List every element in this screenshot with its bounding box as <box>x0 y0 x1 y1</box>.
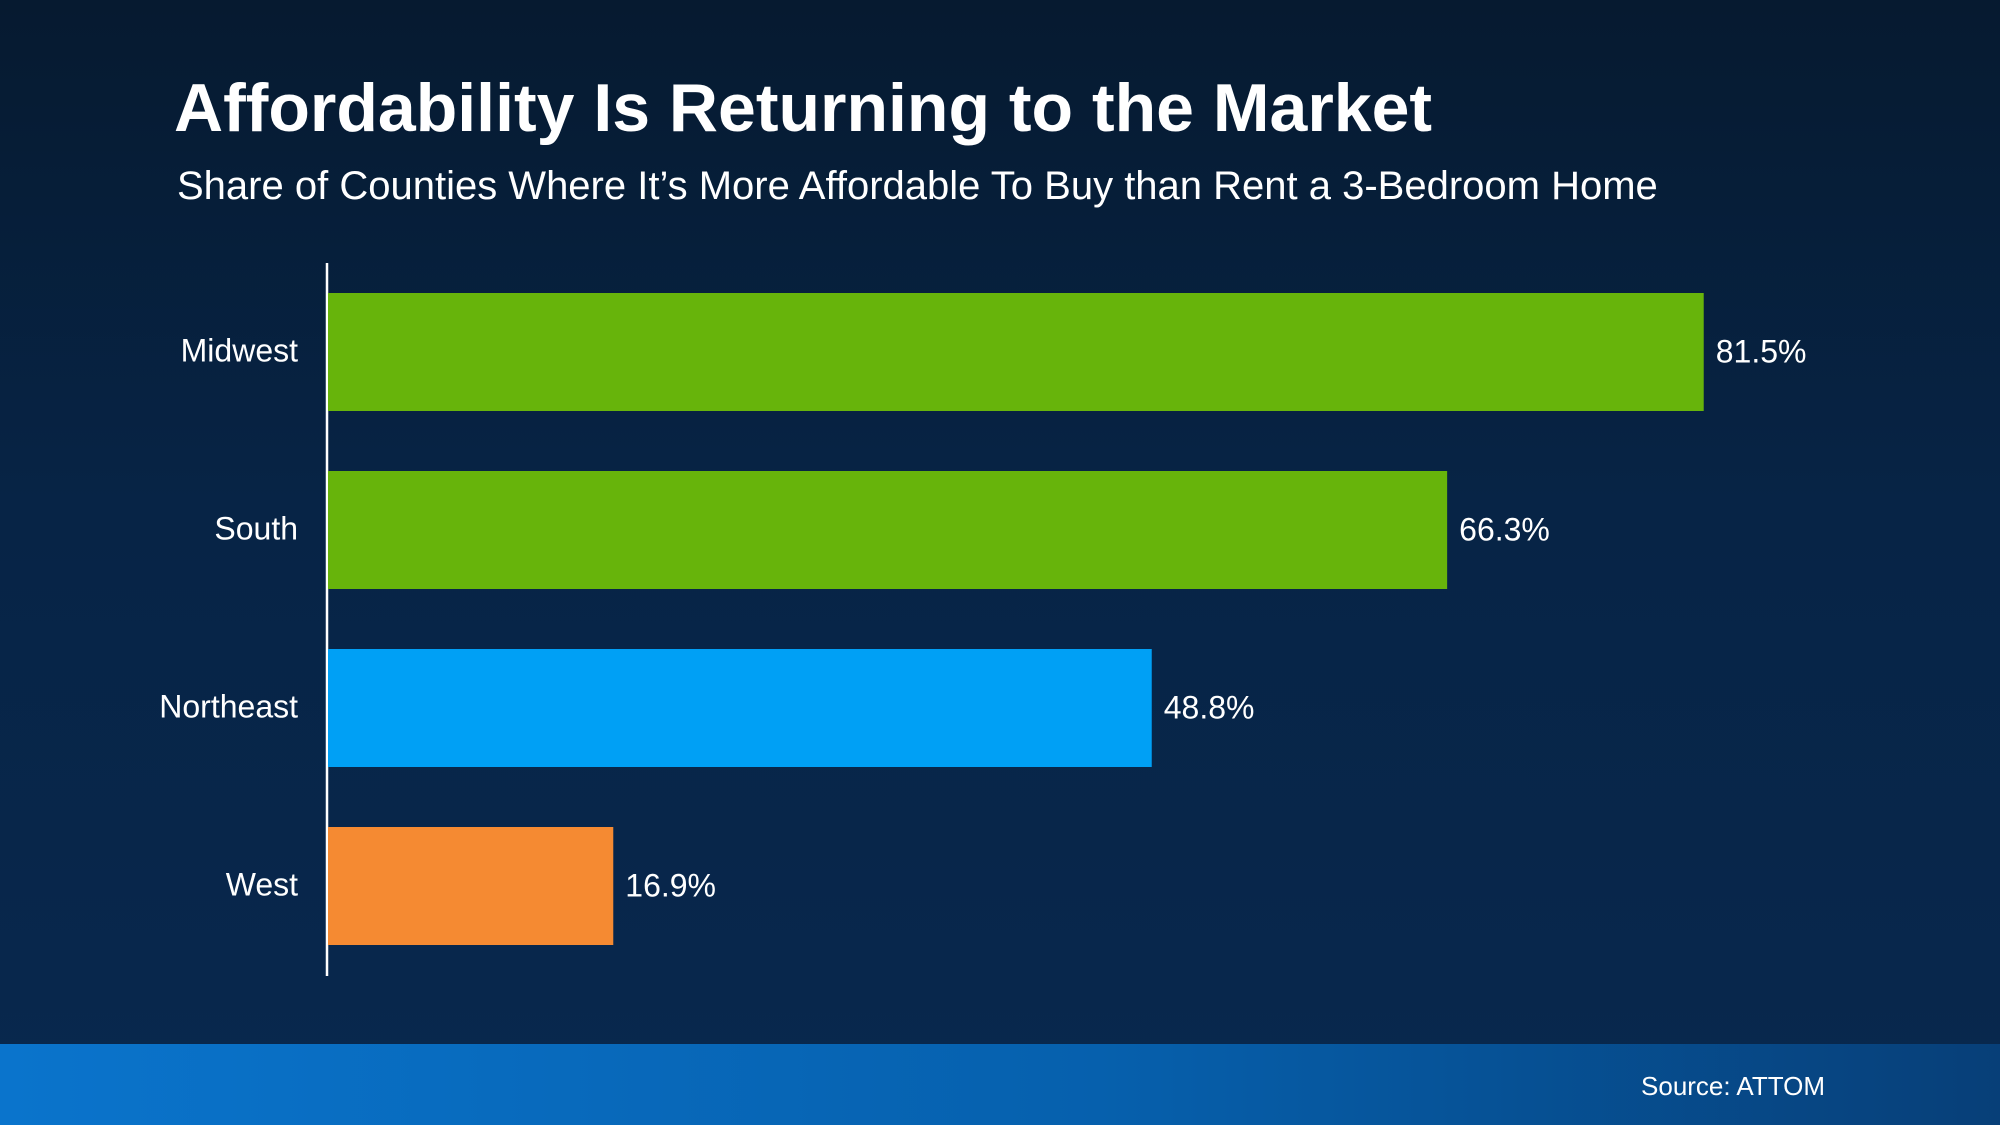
value-label-west: 16.9% <box>625 867 716 903</box>
category-label-south: South <box>214 510 298 546</box>
source-label: Source: ATTOM <box>1641 1071 1825 1101</box>
category-label-west: West <box>226 866 298 902</box>
page-title: Affordability Is Returning to the Market <box>174 70 1433 146</box>
bar-midwest <box>328 293 1704 411</box>
bar-west <box>328 827 614 945</box>
bars-group: Midwest 81.5% South 66.3% Northeast 48.8% West… <box>159 293 1806 945</box>
bar-south <box>328 471 1448 589</box>
bar-northeast <box>328 649 1152 767</box>
page-subtitle: Share of Counties Where It’s More Afford… <box>177 164 1658 208</box>
category-label-midwest: Midwest <box>181 332 298 368</box>
value-label-northeast: 48.8% <box>1164 689 1255 725</box>
footer-band <box>0 1044 2000 1125</box>
category-label-northeast: Northeast <box>159 688 298 724</box>
bar-chart: Midwest 81.5% South 66.3% Northeast 48.8% West… <box>159 293 1806 945</box>
value-label-south: 66.3% <box>1459 511 1550 547</box>
value-label-midwest: 81.5% <box>1716 333 1807 369</box>
